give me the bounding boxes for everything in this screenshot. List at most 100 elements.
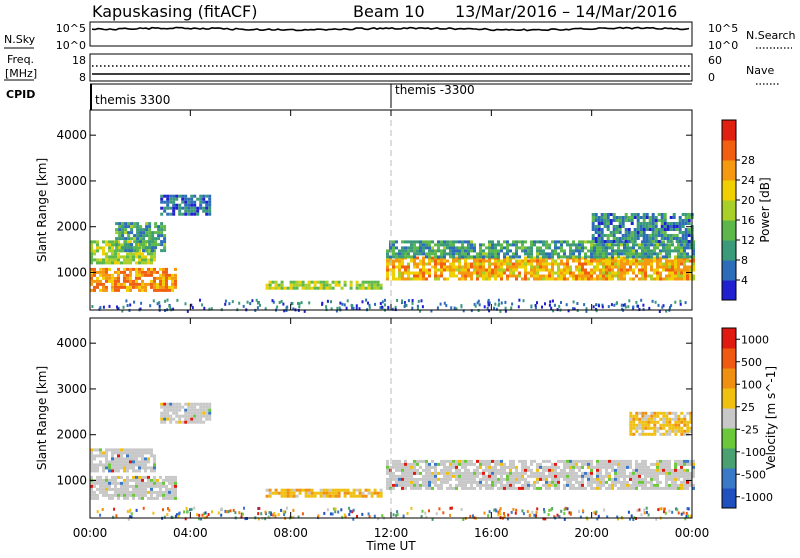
velocity-echo-cell	[171, 496, 174, 500]
velocity-scatter-cell	[449, 513, 452, 517]
power-scatter-cell	[411, 306, 414, 310]
power-echo-cell	[160, 194, 164, 198]
velocity-colorbar-tick-label: -100	[741, 446, 766, 459]
power-echo-cell	[611, 246, 614, 250]
power-echo-cell	[115, 222, 119, 226]
power-scatter-cell	[321, 302, 324, 306]
power-echo-cell	[632, 255, 635, 259]
power-echo-cell	[458, 262, 461, 266]
power-scatter-cell	[583, 303, 586, 307]
velocity-echo-cell	[386, 468, 389, 472]
velocity-echo-cell	[605, 462, 608, 466]
velocity-scatter-cell	[472, 514, 474, 518]
power-echo-cell	[470, 277, 473, 281]
velocity-echo-cell	[111, 481, 114, 485]
velocity-echo-cell	[455, 474, 458, 478]
velocity-echo-cell	[168, 475, 171, 479]
power-echo-cell	[542, 262, 545, 266]
power-echo-cell	[135, 255, 138, 259]
velocity-echo-cell	[485, 468, 488, 472]
velocity-echo-cell	[458, 471, 461, 475]
power-echo-cell	[147, 267, 150, 271]
velocity-echo-cell	[668, 462, 671, 466]
power-echo-cell	[515, 249, 518, 253]
power-echo-cell	[609, 219, 613, 222]
velocity-echo-cell	[581, 483, 584, 487]
power-echo-cell	[653, 277, 656, 281]
power-echo-cell	[624, 240, 628, 243]
velocity-scatter-cell	[129, 508, 132, 512]
power-echo-cell	[467, 274, 470, 278]
velocity-echo-cell	[428, 477, 431, 481]
velocity-echo-cell	[671, 429, 675, 433]
velocity-echo-cell	[162, 493, 165, 497]
power-echo-cell	[165, 279, 168, 283]
velocity-echo-cell	[446, 480, 449, 484]
velocity-echo-cell	[638, 462, 641, 466]
velocity-echo-cell	[485, 477, 488, 481]
velocity-echo-cell	[343, 488, 347, 492]
power-echo-cell	[364, 286, 368, 290]
velocity-scatter-cell	[301, 512, 304, 516]
power-echo-cell	[208, 212, 212, 216]
power-echo-cell	[518, 274, 521, 278]
velocity-echo-cell	[386, 471, 389, 475]
velocity-echo-cell	[126, 475, 129, 479]
velocity-echo-cell	[575, 459, 578, 463]
velocity-echo-cell	[132, 457, 135, 461]
power-scatter-cell	[416, 307, 419, 310]
velocity-echo-cell	[90, 487, 93, 491]
power-echo-cell	[470, 246, 473, 250]
power-echo-cell	[114, 279, 117, 283]
power-scatter-cell	[325, 305, 328, 309]
power-echo-cell	[443, 259, 446, 263]
power-echo-cell	[422, 259, 425, 263]
power-echo-cell	[153, 285, 156, 289]
velocity-echo-cell	[626, 465, 629, 469]
power-scatter-cell	[345, 306, 348, 310]
power-scatter-cell	[129, 303, 132, 307]
power-echo-cell	[313, 280, 317, 284]
velocity-echo-cell	[410, 471, 413, 475]
power-echo-cell	[536, 268, 539, 272]
velocity-echo-cell	[506, 486, 509, 490]
power-echo-cell	[674, 262, 677, 266]
velocity-echo-cell	[497, 480, 500, 484]
power-echo-cell	[683, 271, 686, 275]
power-echo-cell	[515, 268, 518, 272]
power-echo-cell	[268, 280, 272, 284]
power-echo-cell	[642, 240, 646, 243]
velocity-echo-cell	[395, 468, 398, 472]
velocity-scatter-cell	[268, 511, 271, 515]
power-echo-cell	[663, 213, 667, 216]
velocity-echo-cell	[286, 491, 290, 495]
velocity-echo-cell	[443, 471, 446, 475]
power-echo-cell	[370, 280, 374, 284]
power-echo-cell	[554, 249, 557, 253]
velocity-scatter-cell	[597, 514, 600, 518]
velocity-echo-cell	[575, 477, 578, 481]
velocity-echo-cell	[295, 494, 299, 498]
power-echo-cell	[629, 262, 632, 266]
power-echo-cell	[470, 265, 473, 269]
power-echo-cell	[488, 274, 491, 278]
velocity-scatter-cell	[435, 512, 438, 516]
power-echo-cell	[539, 246, 542, 250]
power-echo-cell	[548, 277, 551, 281]
power-echo-cell	[638, 243, 641, 247]
power-echo-cell	[431, 240, 434, 244]
power-scatter-cell	[403, 305, 406, 308]
velocity-echo-cell	[491, 471, 494, 475]
power-echo-cell	[386, 249, 389, 253]
power-echo-cell	[470, 243, 473, 247]
power-echo-cell	[539, 268, 542, 272]
power-echo-cell	[668, 265, 671, 269]
velocity-echo-cell	[623, 462, 626, 466]
power-echo-cell	[153, 282, 156, 286]
velocity-echo-cell	[172, 402, 176, 406]
power-echo-cell	[545, 268, 548, 272]
power-echo-cell	[642, 234, 646, 237]
power-echo-cell	[569, 271, 572, 275]
velocity-echo-cell	[160, 414, 164, 418]
velocity-scatter-cell	[529, 513, 532, 517]
